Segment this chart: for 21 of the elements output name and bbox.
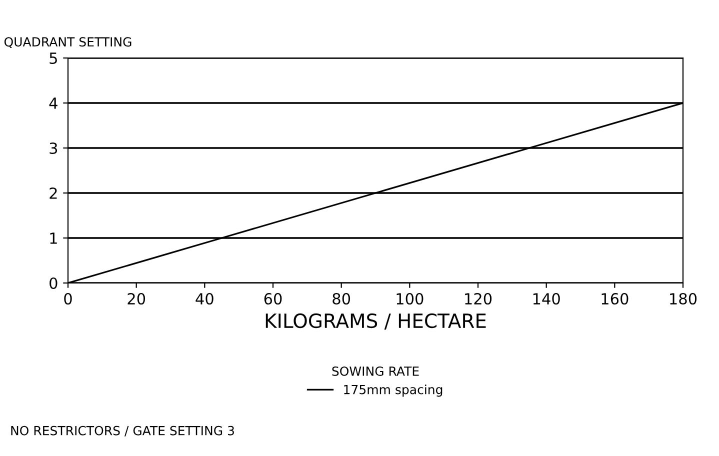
x-tick-label: 140 <box>533 292 560 305</box>
x-tick-label: 40 <box>196 292 214 305</box>
y-tick-label: 5 <box>50 52 57 64</box>
y-tick-label: 3 <box>50 142 58 154</box>
x-axis-title: KILOGRAMS / HECTARE <box>266 313 486 330</box>
x-tick-label: 100 <box>396 292 424 305</box>
x-tick-label: 0 <box>64 292 72 305</box>
x-tick-label: 60 <box>264 292 282 305</box>
y-tick-label: 4 <box>49 98 58 109</box>
y-axis-title: QUADRANT SETTING <box>4 37 132 48</box>
x-tick-label: 180 <box>670 292 697 305</box>
x-tick-label: 20 <box>128 292 146 305</box>
y-tick-label: 1 <box>50 232 57 244</box>
text: NO RESTRICTORS / GATE SETTING 3 <box>11 426 234 436</box>
x-tick-label: 80 <box>332 292 350 305</box>
x-tick-label: 120 <box>465 292 492 305</box>
legend-title: SOWING RATE <box>332 366 419 376</box>
legend-label: 175mm spacing <box>344 384 442 397</box>
y-tick-label: 0 <box>50 277 58 290</box>
x-tick-label: 160 <box>602 292 628 305</box>
y-tick-label: 2 <box>50 187 57 199</box>
